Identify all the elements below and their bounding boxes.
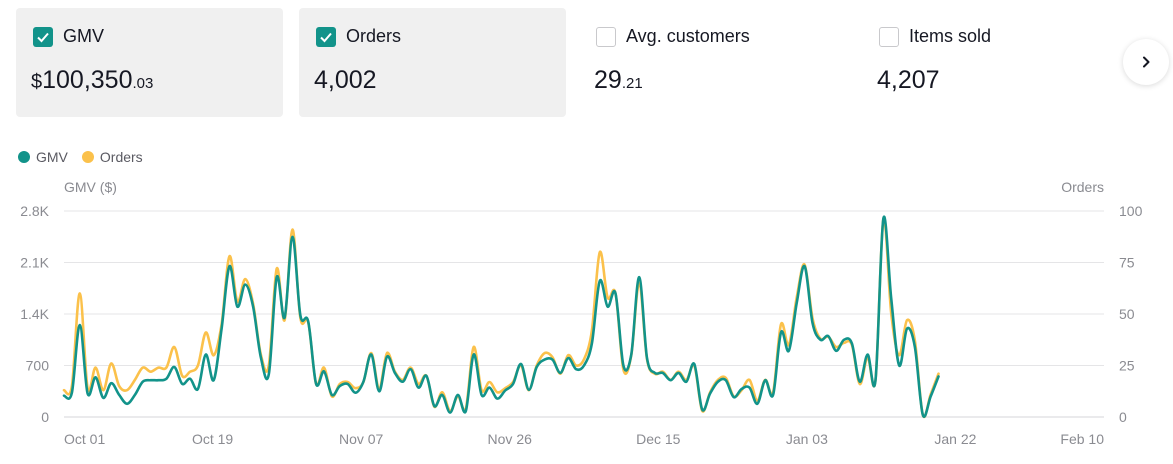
check-icon[interactable] — [316, 26, 336, 47]
grid-lines — [64, 210, 1104, 418]
legend-dot-orders — [81, 151, 94, 163]
kpi-card-value: 4,207 — [877, 66, 940, 94]
chevron-right-icon — [1143, 56, 1150, 68]
checkbox-icon[interactable] — [879, 26, 899, 47]
y-right-tick-labels: 0 25 50 75 100 — [1119, 203, 1143, 425]
y-right-tick-label: 100 — [1119, 203, 1143, 219]
y-right-tick-label: 0 — [1119, 409, 1127, 425]
kpi-card-items-sold[interactable]: Items sold 4,207 — [862, 8, 1102, 117]
checkbox-icon[interactable] — [596, 26, 616, 47]
kpi-card-gmv[interactable]: GMV $100,350.03 — [16, 8, 283, 117]
kpi-card-orders[interactable]: Orders 4,002 — [299, 8, 566, 117]
y-right-tick-label: 50 — [1119, 306, 1135, 322]
kpi-card-avg-customers[interactable]: Avg. customers 29.21 — [579, 8, 846, 117]
x-tick-label: Oct 01 — [64, 431, 105, 447]
chart-legend: GMV Orders — [18, 149, 157, 165]
x-tick-label: Nov 26 — [488, 431, 533, 447]
y-right-axis-title: Orders — [1061, 179, 1104, 195]
series-lines — [62, 215, 940, 419]
kpi-card-label: GMV — [63, 26, 105, 46]
legend-dot-gmv — [18, 151, 30, 163]
x-tick-labels: Oct 01 Oct 19 Nov 07 Nov 26 Dec 15 Jan 03 Jan … — [64, 431, 1104, 447]
series-line-gmv — [62, 215, 940, 418]
kpi-card-label: Items sold — [909, 26, 992, 46]
y-left-axis-title: GMV ($) — [64, 179, 117, 195]
legend-item-gmv[interactable]: GMV — [18, 149, 68, 165]
y-left-tick-label: 700 — [26, 358, 50, 374]
y-right-tick-label: 25 — [1119, 358, 1135, 374]
x-tick-label: Oct 19 — [192, 431, 233, 447]
y-left-tick-labels: 0 700 1.4K 2.1K 2.8K — [20, 203, 49, 425]
kpi-card-label: Avg. customers — [626, 26, 750, 46]
x-tick-label: Jan 03 — [786, 431, 828, 447]
y-right-tick-label: 75 — [1119, 255, 1135, 271]
check-icon[interactable] — [33, 26, 53, 47]
x-tick-label: Nov 07 — [339, 431, 384, 447]
x-tick-label: Feb 10 — [1060, 431, 1104, 447]
y-left-tick-label: 2.1K — [20, 255, 49, 271]
legend-item-orders[interactable]: Orders — [81, 149, 143, 165]
kpi-card-value: $100,350.03 — [31, 66, 154, 94]
y-left-tick-label: 0 — [41, 409, 49, 425]
next-button[interactable] — [1123, 39, 1169, 85]
kpi-card-label: Orders — [346, 26, 402, 46]
x-tick-label: Dec 15 — [636, 431, 681, 447]
x-tick-label: Jan 22 — [934, 431, 976, 447]
y-left-tick-label: 2.8K — [20, 203, 49, 219]
y-left-tick-label: 1.4K — [20, 306, 49, 322]
kpi-card-value: 4,002 — [314, 66, 377, 94]
kpi-card-value: 29.21 — [594, 66, 643, 94]
